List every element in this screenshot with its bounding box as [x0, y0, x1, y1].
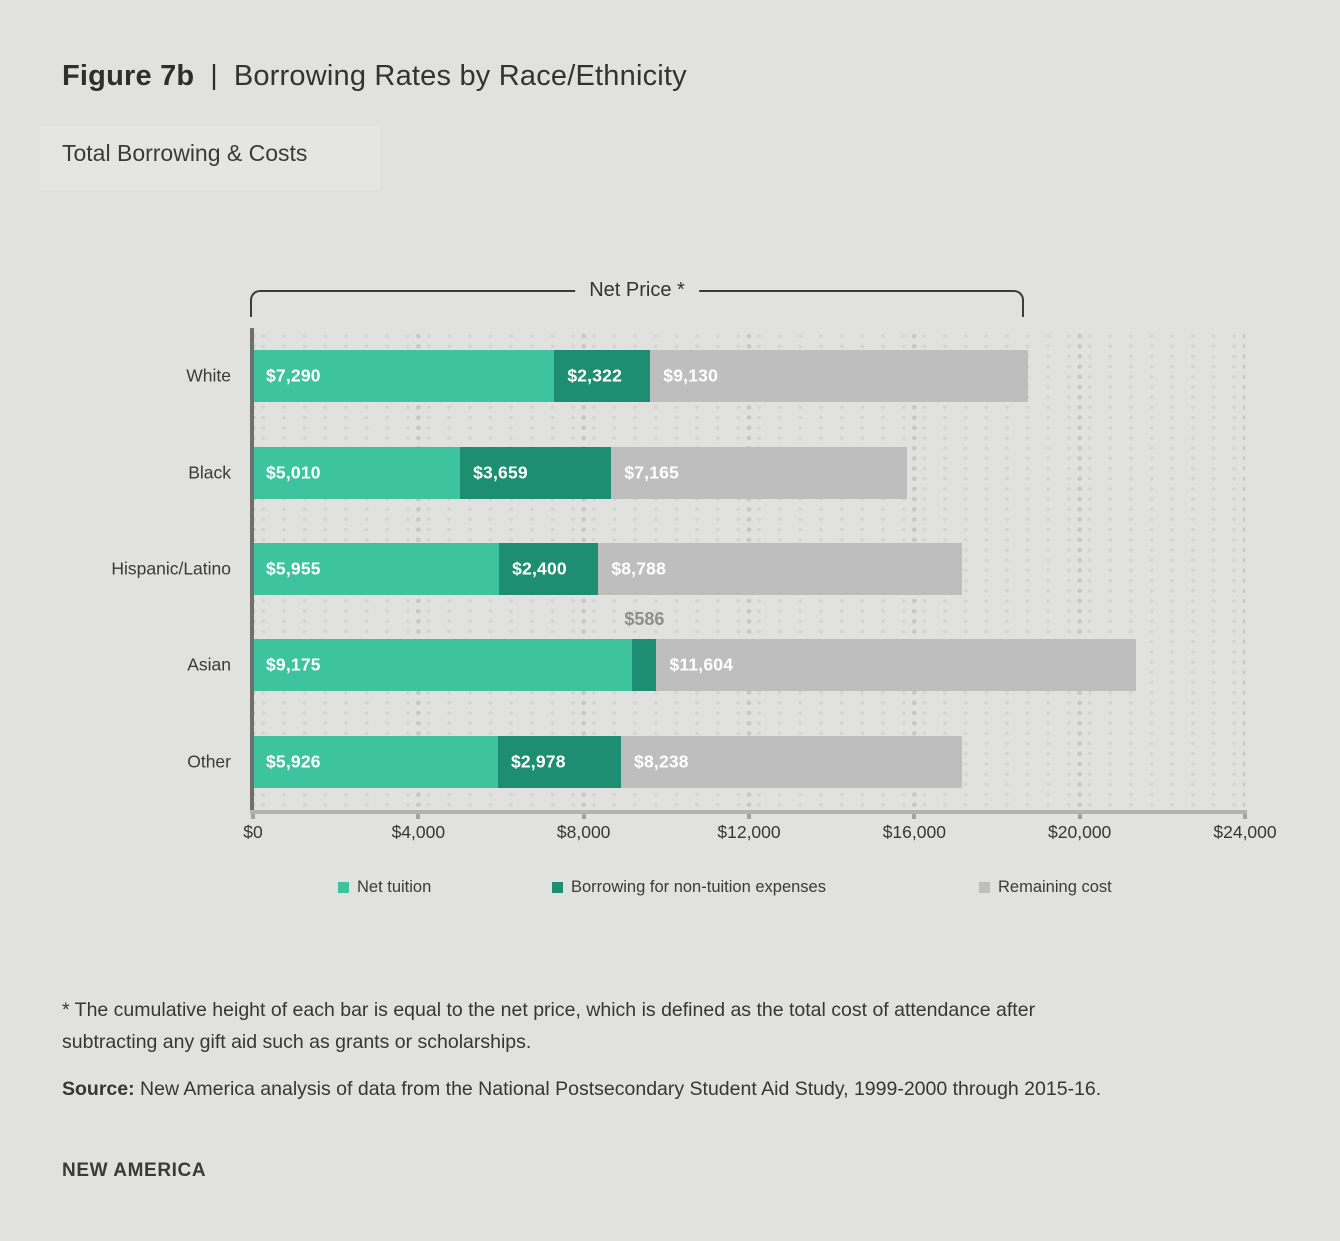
category-label: Black — [188, 462, 231, 483]
chart-legend: Net tuition Borrowing for non-tuition exp… — [0, 878, 1340, 898]
bar-segment: $8,788 — [598, 542, 962, 595]
bar-segment: $9,175 — [253, 639, 633, 692]
bar-segment: $3,659 — [460, 446, 612, 499]
bar-segment: $9,130 — [650, 350, 1028, 403]
chart-row: Hispanic/Latino $5,955 $2,400 $8,788 — [111, 521, 1245, 617]
bar-segment: $2,400 — [499, 542, 599, 595]
category-label: Other — [187, 751, 231, 772]
bar-segment: $11,604 — [656, 639, 1137, 692]
x-axis-tick-label: $12,000 — [717, 822, 781, 842]
category-label: Asian — [187, 654, 231, 675]
segment-value-label: $2,322 — [567, 365, 623, 386]
figure-title-text: Borrowing Rates by Race/Ethnicity — [233, 60, 687, 92]
chart-row: Other $5,926 $2,978 $8,238 — [187, 714, 1245, 810]
y-axis-line — [250, 328, 254, 810]
x-axis-tick-label: $16,000 — [882, 822, 946, 842]
stacked-bar: $5,926 $2,978 $8,238 — [253, 735, 962, 788]
segment-value-label: $5,955 — [266, 558, 321, 579]
x-axis-tick-label: $24,000 — [1213, 822, 1277, 842]
segment-value-label: $7,165 — [624, 462, 680, 483]
x-axis-tick — [581, 810, 586, 819]
bar-segment: $7,290 — [253, 350, 555, 403]
new-america-logo: NEW AMERICA — [62, 1160, 207, 1181]
segment-value-label: $5,926 — [266, 751, 321, 772]
x-axis-tick-label: $4,000 — [391, 822, 446, 842]
legend-item: Borrowing for non-tuition expenses — [552, 878, 826, 897]
bar-segment: $2,978 — [497, 735, 622, 788]
legend-swatch-icon — [552, 882, 563, 893]
stacked-bar: $5,955 $2,400 $8,788 — [253, 542, 962, 595]
title-separator: | — [210, 59, 218, 90]
source-text: New America analysis of data from the Na… — [134, 1078, 1102, 1100]
legend-swatch-icon — [979, 882, 990, 893]
figure-subtitle: Total Borrowing & Costs — [62, 140, 308, 166]
subtitle-highlight — [40, 126, 380, 190]
segment-value-label: $2,978 — [510, 751, 566, 772]
legend-swatch-icon — [338, 882, 349, 893]
plot-area: White $7,290 $2,322 $9,130 Black $5,010 $3,659… — [111, 328, 1245, 810]
bar-segment: $5,955 — [253, 542, 500, 595]
category-label: Hispanic/Latino — [111, 558, 231, 579]
net-price-bracket: Net Price * — [250, 279, 1024, 317]
chart-row: White $7,290 $2,322 $9,130 — [186, 328, 1245, 424]
x-axis-tick — [912, 810, 917, 819]
legend-label: Net tuition — [357, 878, 432, 896]
bar-segment: $5,010 — [253, 446, 461, 499]
chart-row: Asian $586 $9,175 $11,604 — [187, 609, 1245, 713]
bar-segment: $5,926 — [253, 735, 498, 788]
legend-label: Borrowing for non-tuition expenses — [571, 878, 826, 896]
x-axis-tick-label: $0 — [243, 822, 263, 842]
segment-value-label: $7,290 — [266, 365, 321, 386]
segment-value-label: $8,238 — [634, 751, 689, 772]
x-axis-tick — [747, 810, 751, 819]
segment-value-label: $9,130 — [663, 365, 719, 386]
segment-value-label-outside: $586 — [624, 609, 665, 630]
segment-value-label: $8,788 — [611, 558, 667, 579]
figure-label: Figure 7b — [62, 60, 195, 92]
bar-segment: $8,238 — [621, 735, 962, 788]
x-axis-tick — [1243, 810, 1247, 819]
segment-value-label: $2,400 — [512, 558, 567, 579]
x-axis-tick-label: $20,000 — [1048, 822, 1112, 842]
source-label: Source: — [62, 1078, 135, 1100]
segment-value-label: $9,175 — [266, 654, 321, 675]
x-axis-labels: $0 $4,000 $8,000 $12,000 $16,000 $20,000 $24,0… — [243, 822, 1276, 846]
stacked-bar: $5,010 $3,659 $7,165 — [253, 446, 908, 499]
legend-item: Remaining cost — [979, 878, 1112, 897]
legend-label: Remaining cost — [998, 878, 1112, 896]
footnote: * The cumulative height of each bar is e… — [62, 999, 1036, 1053]
x-axis-tick-label: $8,000 — [556, 822, 611, 842]
stacked-bar: $9,175 $11,604 — [253, 639, 1137, 692]
source-note: Source: New America analysis of data fro… — [62, 1073, 1101, 1105]
segment-value-label: $5,010 — [266, 462, 321, 483]
segment-value-label: $11,604 — [669, 654, 734, 675]
segment-value-label: $3,659 — [473, 462, 528, 483]
x-axis-line — [250, 810, 1247, 814]
bar-segment: $2,322 — [554, 350, 651, 403]
chart-row: Black $5,010 $3,659 $7,165 — [188, 424, 1245, 520]
x-axis-tick — [251, 810, 255, 819]
stacked-bar: $7,290 $2,322 $9,130 — [253, 350, 1028, 403]
x-axis-tick — [416, 810, 421, 819]
page-title: Figure 7b | Borrowing Rates by Race/Ethnic… — [62, 59, 687, 93]
x-axis-tick — [1077, 810, 1082, 819]
category-label: White — [186, 365, 231, 386]
legend-item: Net tuition — [338, 878, 431, 897]
net-price-label: Net Price * — [575, 279, 699, 302]
bar-segment: $7,165 — [611, 446, 908, 499]
bar-segment — [632, 639, 657, 692]
